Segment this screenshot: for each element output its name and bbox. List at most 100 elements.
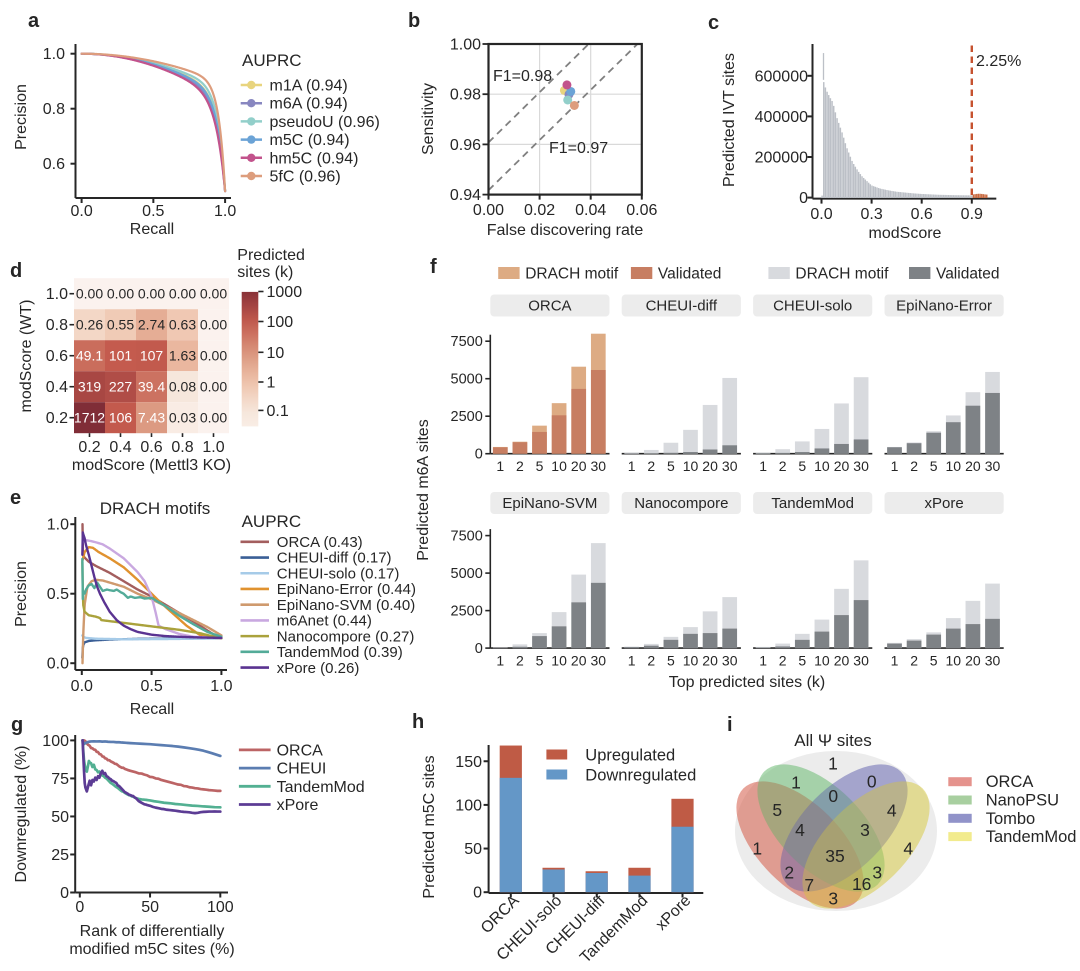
svg-text:TandemMod: TandemMod [277, 779, 365, 796]
svg-text:2.25%: 2.25% [976, 53, 1021, 70]
svg-text:False discovering rate: False discovering rate [487, 222, 644, 239]
svg-text:0.2: 0.2 [78, 439, 100, 456]
svg-text:0.06: 0.06 [626, 202, 657, 219]
svg-text:m5C (0.94): m5C (0.94) [270, 132, 350, 149]
svg-text:0.00: 0.00 [200, 286, 227, 302]
svg-text:e: e [10, 487, 21, 509]
svg-text:2: 2 [779, 653, 787, 669]
svg-text:2: 2 [910, 458, 918, 474]
svg-text:2: 2 [516, 458, 524, 474]
svg-text:0.5: 0.5 [142, 203, 164, 220]
svg-text:CHEUI-solo: CHEUI-solo [773, 298, 852, 315]
svg-text:10: 10 [551, 458, 567, 474]
svg-text:20: 20 [702, 653, 718, 669]
svg-text:0.08: 0.08 [169, 379, 196, 395]
svg-text:xPore: xPore [277, 797, 319, 814]
svg-text:20: 20 [834, 653, 850, 669]
svg-text:50: 50 [464, 841, 482, 858]
svg-text:5: 5 [930, 458, 938, 474]
svg-text:5: 5 [930, 653, 938, 669]
svg-text:1.00: 1.00 [450, 37, 481, 54]
svg-text:50: 50 [51, 809, 69, 826]
svg-text:0.00: 0.00 [76, 286, 103, 302]
svg-text:Recall: Recall [130, 221, 174, 238]
svg-text:1.0: 1.0 [43, 46, 65, 63]
svg-text:d: d [10, 260, 22, 282]
svg-text:CHEUI-diff: CHEUI-diff [646, 298, 718, 315]
svg-text:20: 20 [965, 458, 981, 474]
svg-text:0.8: 0.8 [46, 317, 68, 334]
svg-text:0.8: 0.8 [171, 439, 193, 456]
svg-text:1.0: 1.0 [47, 517, 69, 534]
svg-text:m1A (0.94): m1A (0.94) [270, 78, 348, 95]
svg-text:0: 0 [475, 641, 483, 657]
svg-text:100: 100 [267, 314, 294, 331]
svg-text:0.9: 0.9 [961, 206, 983, 223]
svg-text:5000: 5000 [451, 566, 483, 582]
svg-text:a: a [28, 10, 40, 32]
svg-text:2: 2 [516, 653, 524, 669]
svg-text:30: 30 [591, 653, 607, 669]
svg-text:EpiNano-SVM: EpiNano-SVM [502, 495, 597, 512]
svg-text:0.04: 0.04 [575, 202, 606, 219]
svg-text:ORCA: ORCA [528, 298, 571, 315]
svg-text:DRACH motifs: DRACH motifs [100, 499, 211, 518]
svg-text:7500: 7500 [451, 334, 483, 350]
svg-text:0.00: 0.00 [169, 286, 196, 302]
svg-text:75: 75 [51, 771, 69, 788]
svg-text:0.0: 0.0 [47, 656, 69, 673]
svg-text:1: 1 [891, 458, 899, 474]
svg-text:2500: 2500 [451, 604, 483, 620]
svg-text:Rank of differentially: Rank of differentially [80, 923, 225, 940]
svg-text:Precision: Precision [13, 561, 30, 627]
svg-text:319: 319 [78, 379, 102, 395]
svg-text:Validated: Validated [936, 266, 999, 283]
svg-text:modScore (Mettl3 KO): modScore (Mettl3 KO) [72, 457, 231, 474]
svg-text:0.26: 0.26 [76, 317, 103, 333]
svg-text:Validated: Validated [658, 266, 721, 283]
svg-text:2: 2 [779, 458, 787, 474]
svg-text:modScore (WT): modScore (WT) [18, 300, 35, 413]
svg-text:5fC (0.96): 5fC (0.96) [270, 169, 341, 186]
svg-text:0.55: 0.55 [107, 317, 134, 333]
svg-text:m6A (0.94): m6A (0.94) [270, 96, 348, 113]
svg-text:30: 30 [985, 458, 1001, 474]
svg-text:DRACH motif: DRACH motif [525, 266, 619, 283]
svg-text:TandemMod (0.39): TandemMod (0.39) [277, 644, 403, 661]
svg-text:TandemMod: TandemMod [986, 828, 1077, 846]
svg-text:xPore: xPore [925, 495, 964, 512]
svg-text:F1=0.97: F1=0.97 [549, 140, 608, 157]
svg-text:0.63: 0.63 [169, 317, 196, 333]
svg-text:20: 20 [965, 653, 981, 669]
svg-text:1000: 1000 [267, 284, 303, 301]
svg-text:10: 10 [814, 653, 830, 669]
svg-text:0.0: 0.0 [810, 206, 832, 223]
svg-text:100: 100 [207, 899, 234, 916]
svg-text:F1=0.98: F1=0.98 [493, 68, 552, 85]
svg-text:Predicted: Predicted [237, 247, 305, 264]
svg-text:49.1: 49.1 [76, 348, 103, 364]
svg-text:3: 3 [872, 863, 882, 883]
svg-text:1.63: 1.63 [169, 348, 196, 364]
svg-text:5: 5 [536, 653, 544, 669]
svg-text:pseudoU (0.96): pseudoU (0.96) [270, 114, 380, 131]
svg-text:0: 0 [60, 885, 69, 902]
svg-text:2: 2 [647, 653, 655, 669]
svg-text:Precision: Precision [13, 84, 30, 150]
svg-text:0.5: 0.5 [140, 678, 162, 695]
svg-text:c: c [708, 12, 719, 34]
svg-text:30: 30 [985, 653, 1001, 669]
svg-text:ORCA: ORCA [277, 742, 324, 759]
svg-text:5: 5 [667, 458, 675, 474]
svg-text:CHEUI: CHEUI [277, 761, 327, 778]
svg-text:Sensitivity: Sensitivity [420, 83, 437, 155]
svg-text:sites (k): sites (k) [237, 264, 293, 281]
svg-text:16: 16 [852, 874, 871, 894]
svg-text:2.74: 2.74 [138, 317, 165, 333]
svg-text:0.5: 0.5 [47, 586, 69, 603]
svg-text:5: 5 [798, 458, 806, 474]
svg-text:2: 2 [910, 653, 918, 669]
svg-text:5: 5 [772, 800, 782, 820]
svg-text:Top predicted sites (k): Top predicted sites (k) [669, 674, 826, 691]
svg-text:DRACH motif: DRACH motif [795, 266, 889, 283]
